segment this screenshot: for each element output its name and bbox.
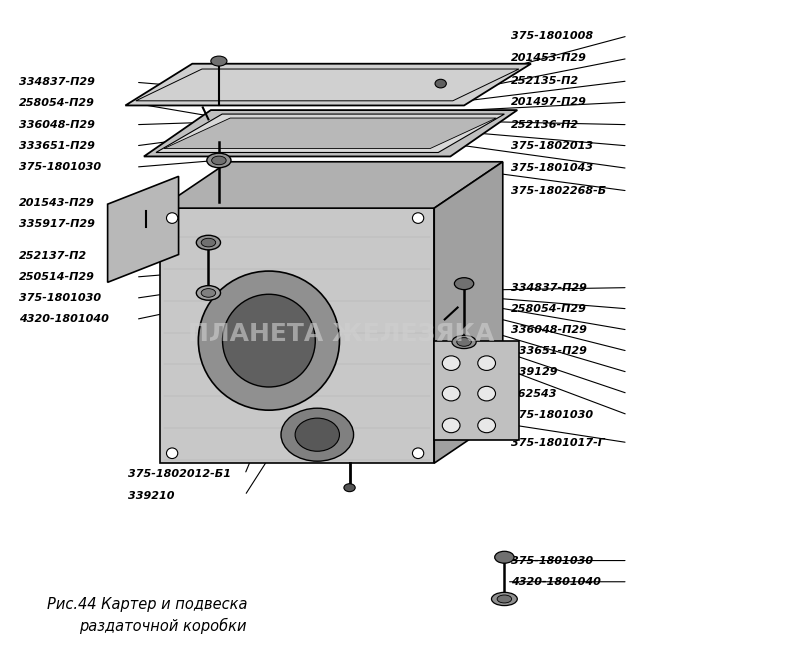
- Polygon shape: [156, 114, 504, 152]
- Ellipse shape: [222, 294, 315, 387]
- Text: 258054-П29: 258054-П29: [510, 304, 586, 314]
- Ellipse shape: [494, 551, 513, 563]
- Polygon shape: [434, 162, 502, 463]
- Ellipse shape: [442, 356, 460, 371]
- Text: 336048-П29: 336048-П29: [19, 120, 95, 130]
- Text: 252135-П2: 252135-П2: [510, 76, 578, 86]
- Text: 375-1802012-Б1: 375-1802012-Б1: [127, 470, 230, 480]
- Text: 375-1801043: 375-1801043: [510, 164, 592, 174]
- Ellipse shape: [166, 213, 178, 223]
- Text: Рис.44 Картер и подвеска: Рис.44 Картер и подвеска: [47, 597, 247, 612]
- Text: 333651-П29: 333651-П29: [19, 141, 95, 151]
- Ellipse shape: [201, 238, 216, 247]
- Text: 339129: 339129: [510, 367, 556, 377]
- Ellipse shape: [477, 418, 495, 433]
- Polygon shape: [160, 208, 434, 463]
- Text: 334837-П29: 334837-П29: [510, 283, 586, 293]
- Ellipse shape: [294, 418, 339, 452]
- Ellipse shape: [166, 448, 178, 458]
- Text: 4320-1801040: 4320-1801040: [19, 315, 109, 325]
- Text: 375-1801030: 375-1801030: [19, 162, 101, 172]
- Polygon shape: [160, 162, 502, 208]
- Text: 4320-1801040: 4320-1801040: [510, 576, 600, 587]
- Text: 201497-П29: 201497-П29: [510, 97, 586, 107]
- Ellipse shape: [412, 448, 423, 458]
- Ellipse shape: [452, 335, 475, 349]
- Text: 375-1802013: 375-1802013: [510, 141, 592, 151]
- Ellipse shape: [281, 408, 353, 461]
- Text: 375-1801030: 375-1801030: [510, 556, 592, 566]
- Text: 201453-П29: 201453-П29: [510, 53, 586, 63]
- Ellipse shape: [477, 386, 495, 401]
- Text: 334837-П29: 334837-П29: [19, 77, 95, 88]
- Text: 336048-П29: 336048-П29: [510, 325, 586, 335]
- Text: 375-1801008: 375-1801008: [510, 31, 592, 41]
- Polygon shape: [434, 341, 518, 440]
- Ellipse shape: [491, 593, 517, 606]
- Ellipse shape: [196, 235, 221, 250]
- Text: 333651-П29: 333651-П29: [510, 346, 586, 356]
- Ellipse shape: [442, 418, 460, 433]
- Text: ПЛАНЕТА ЖЕЛЕЗЯКА: ПЛАНЕТА ЖЕЛЕЗЯКА: [188, 322, 494, 346]
- Ellipse shape: [442, 386, 460, 401]
- Ellipse shape: [201, 289, 216, 297]
- Text: 375-1801017-Г: 375-1801017-Г: [510, 438, 604, 448]
- Ellipse shape: [412, 213, 423, 223]
- Text: 252137-П2: 252137-П2: [19, 250, 87, 261]
- Ellipse shape: [435, 79, 446, 88]
- Text: 201543-П29: 201543-П29: [19, 198, 95, 208]
- Ellipse shape: [211, 56, 227, 66]
- Ellipse shape: [212, 156, 226, 165]
- Text: 375-1801030: 375-1801030: [19, 293, 101, 303]
- Ellipse shape: [496, 595, 511, 603]
- Text: 250514-П29: 250514-П29: [19, 272, 95, 282]
- Text: раздаточной коробки: раздаточной коробки: [79, 617, 247, 633]
- Text: 258054-П29: 258054-П29: [19, 98, 95, 108]
- Text: 252136-П2: 252136-П2: [510, 120, 578, 130]
- Ellipse shape: [196, 286, 221, 300]
- Ellipse shape: [344, 484, 354, 492]
- Polygon shape: [144, 110, 517, 156]
- Text: 375-1801030: 375-1801030: [510, 410, 592, 420]
- Polygon shape: [125, 63, 530, 106]
- Text: 262543: 262543: [510, 389, 556, 399]
- Ellipse shape: [457, 337, 470, 346]
- Ellipse shape: [477, 356, 495, 371]
- Ellipse shape: [198, 271, 339, 410]
- Text: 375-1802268-Б: 375-1802268-Б: [510, 186, 605, 196]
- Ellipse shape: [207, 153, 230, 168]
- Polygon shape: [108, 176, 178, 283]
- Text: 339210: 339210: [127, 490, 174, 500]
- Ellipse shape: [454, 278, 473, 290]
- Polygon shape: [164, 118, 496, 148]
- Text: 335917-П29: 335917-П29: [19, 219, 95, 229]
